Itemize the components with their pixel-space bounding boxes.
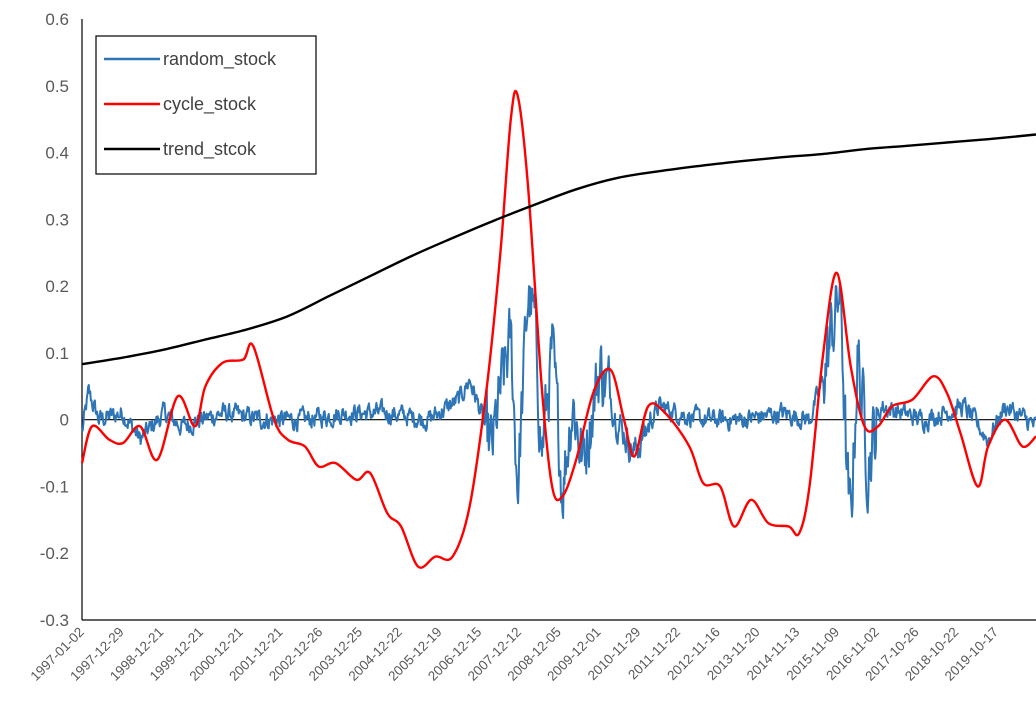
y-tick-label: 0.6 (45, 10, 69, 29)
x-axis-ticks: 1997-01-021997-12-291998-12-211999-12-21… (28, 624, 1002, 683)
y-tick-label: 0.5 (45, 77, 69, 96)
legend-label: random_stock (163, 49, 277, 70)
legend: random_stock cycle_stock trend_stcok (95, 35, 317, 175)
y-tick-label: 0.2 (45, 277, 69, 296)
cycle-stock-series-line (80, 89, 1036, 569)
y-tick-label: 0.1 (45, 344, 69, 363)
legend-label: cycle_stock (163, 94, 257, 115)
y-axis-ticks: 0.6 0.5 0.4 0.3 0.2 0.1 0 -0.1 -0.2 -0.3 (40, 10, 69, 630)
y-tick-label: 0 (60, 411, 69, 430)
y-tick-label: 0.4 (45, 144, 69, 163)
y-tick-label: -0.2 (40, 544, 69, 563)
y-tick-label: -0.1 (40, 477, 69, 496)
trend-stcok-series-line (81, 133, 1036, 366)
series-layer (80, 89, 1036, 569)
y-tick-label: -0.3 (40, 611, 69, 630)
random-stock-series-line (81, 285, 1036, 519)
legend-label: trend_stcok (163, 139, 257, 160)
y-tick-label: 0.3 (45, 210, 69, 229)
